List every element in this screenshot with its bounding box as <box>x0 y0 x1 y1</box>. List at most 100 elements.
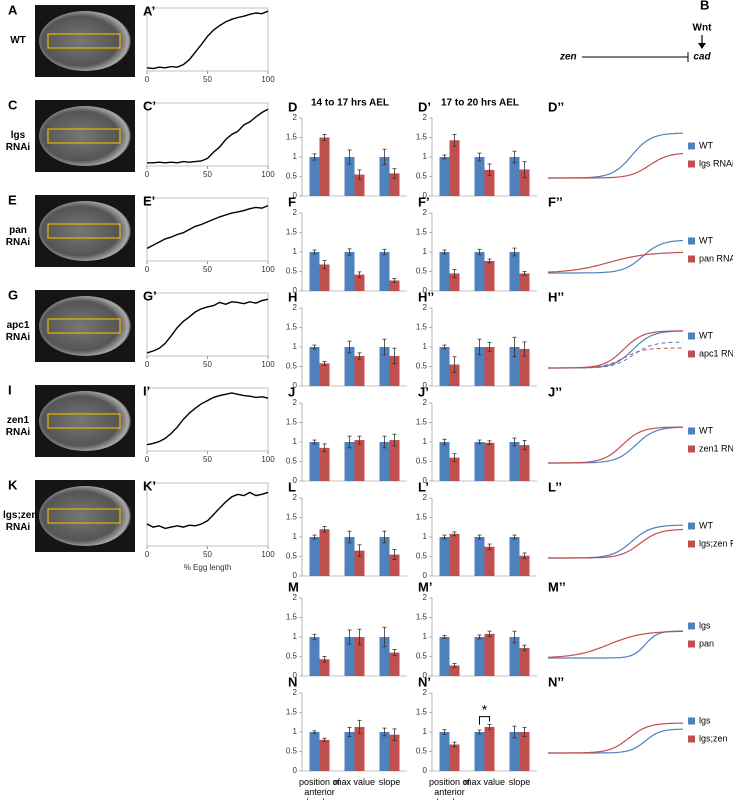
x-tick-label: 0 <box>145 75 150 84</box>
panel-label: H’’ <box>418 289 434 304</box>
panel-label: K <box>8 477 18 492</box>
x-tick-label: 0 <box>145 360 150 369</box>
panel-label: M’’ <box>548 579 566 594</box>
bar <box>484 347 495 386</box>
legend-label: WT <box>699 425 713 435</box>
bar <box>509 732 520 771</box>
panel-label: I <box>8 382 12 397</box>
legend-label: lgs <box>699 620 711 630</box>
bar <box>474 157 485 196</box>
bar <box>484 726 495 771</box>
measure-box <box>47 223 121 239</box>
schematic-curve <box>548 524 683 559</box>
x-tick-label: position of anterior border <box>298 777 341 800</box>
schematic-curve <box>548 426 683 464</box>
legend-swatch <box>688 445 695 453</box>
x-tick-label: 100 <box>261 265 275 274</box>
bar <box>379 347 390 386</box>
panel-label: D <box>288 99 297 114</box>
panel-label: G <box>8 287 18 302</box>
bar <box>344 637 355 676</box>
y-tick-label: 2 <box>423 688 428 697</box>
bar <box>439 157 450 196</box>
y-tick-label: 1.5 <box>286 708 298 717</box>
bar <box>439 442 450 481</box>
x-tick-label: 100 <box>261 550 275 559</box>
panel-label: L <box>288 479 296 494</box>
y-tick-label: 0 <box>423 476 428 485</box>
y-tick-label: 0.5 <box>286 362 298 371</box>
profile-line <box>146 204 269 250</box>
bar <box>519 445 530 481</box>
bar <box>309 252 320 291</box>
bar <box>509 252 520 291</box>
measure-box <box>47 508 121 524</box>
bar <box>474 732 485 771</box>
y-tick-label: 0 <box>293 766 298 775</box>
y-tick-label: 0 <box>423 571 428 580</box>
bar <box>519 555 530 576</box>
legend-swatch <box>688 717 695 725</box>
bar <box>354 174 365 196</box>
bar <box>519 647 530 676</box>
x-tick-label: max value <box>333 777 376 787</box>
x-tick-label: position of anterior border <box>428 777 471 800</box>
plot-frame <box>146 7 269 72</box>
schematic-curve-dashed <box>548 341 683 369</box>
profile-line <box>146 491 269 530</box>
bar <box>449 533 460 576</box>
legend-swatch <box>688 622 695 630</box>
panel-label: L’ <box>418 479 429 494</box>
schematic-curve <box>547 630 684 658</box>
node: zen <box>559 52 577 63</box>
bar <box>309 442 320 481</box>
legend-swatch <box>688 255 695 263</box>
bar <box>474 537 485 576</box>
bar <box>389 554 400 576</box>
y-tick-label: 1 <box>423 532 428 541</box>
bar <box>379 157 390 196</box>
embryo <box>39 296 131 356</box>
bar <box>344 442 355 481</box>
bar <box>449 364 460 386</box>
y-tick-label: 0 <box>293 571 298 580</box>
y-tick-label: 1 <box>423 727 428 736</box>
legend-label: WT <box>699 235 713 245</box>
column-header: 17 to 20 hrs AEL <box>441 98 519 109</box>
x-tick-label: max value <box>463 777 506 787</box>
y-tick-label: 1.5 <box>286 613 298 622</box>
y-tick-label: 0 <box>423 381 428 390</box>
bar <box>439 537 450 576</box>
profile-line <box>146 392 269 446</box>
x-tick-label: 100 <box>261 75 275 84</box>
y-tick-label: 2 <box>423 493 428 502</box>
panel-label: I’ <box>143 383 150 398</box>
y-tick-label: 2 <box>293 303 298 312</box>
y-tick-label: 1 <box>423 632 428 641</box>
measure-box <box>47 318 121 334</box>
legend-label: lgs <box>699 715 711 725</box>
y-tick-label: 1.5 <box>416 418 428 427</box>
y-tick-label: 0.5 <box>416 652 428 661</box>
legend-label: lgs RNAi <box>699 158 733 168</box>
x-tick-label: 0 <box>145 550 150 559</box>
bar <box>309 732 320 771</box>
bar <box>474 637 485 676</box>
panel-label: H’’ <box>548 289 564 304</box>
bar <box>354 440 365 481</box>
node: Wnt <box>693 23 713 34</box>
legend-label: zen1 RNAi <box>699 443 733 453</box>
legend-label: pan <box>699 638 714 648</box>
legend-label: WT <box>699 520 713 530</box>
bar <box>354 355 365 386</box>
y-tick-label: 0 <box>293 476 298 485</box>
legend-label: WT <box>699 330 713 340</box>
schematic-curve <box>548 722 683 754</box>
legend-label: pan RNAi <box>699 253 733 263</box>
y-tick-label: 0.5 <box>286 457 298 466</box>
y-tick-label: 1.5 <box>286 228 298 237</box>
embryo <box>39 106 131 166</box>
profile-line <box>147 108 269 164</box>
bar <box>519 169 530 196</box>
bar <box>319 137 330 196</box>
